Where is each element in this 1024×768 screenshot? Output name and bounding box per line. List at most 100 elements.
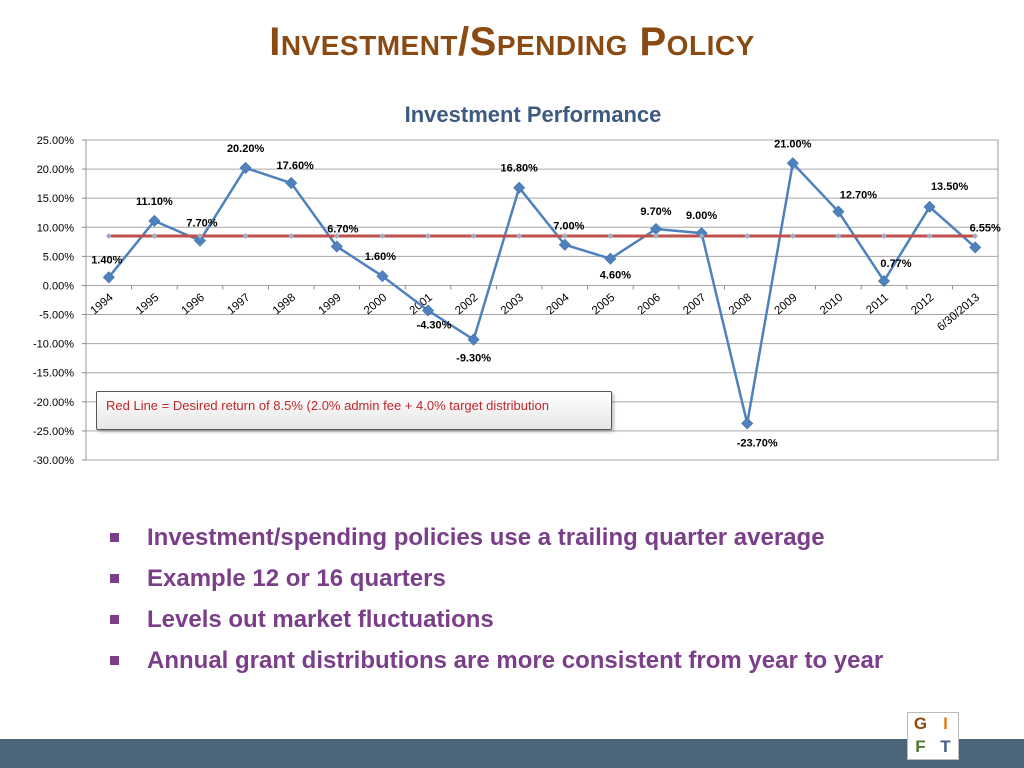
x-tick-label: 1998 <box>271 292 298 318</box>
desired-return-point <box>470 233 477 239</box>
data-point <box>285 177 298 190</box>
data-label: 16.80% <box>501 163 539 175</box>
y-axis-ticks: 25.00% 20.00% 15.00% 10.00% 5.00% 0.00% -5.00%… <box>33 135 74 467</box>
y-tick-label: -30.00% <box>33 455 74 467</box>
bullet-marker-icon <box>110 615 119 624</box>
data-point <box>877 274 891 287</box>
data-label: -9.30% <box>456 353 491 365</box>
data-point <box>969 241 982 254</box>
bullet-list: Investment/spending policies use a trail… <box>106 517 883 681</box>
y-tick-label: 0.00% <box>43 280 74 292</box>
data-point <box>741 417 754 430</box>
data-point <box>421 304 435 317</box>
x-tick-label: 1994 <box>88 291 116 317</box>
desired-return-point <box>881 233 887 239</box>
y-tick-label: 10.00% <box>37 222 75 234</box>
x-tick-label: 2003 <box>499 292 526 318</box>
data-label: 11.10% <box>136 196 173 208</box>
bullet-marker-icon <box>110 656 119 665</box>
x-tick-label: 2011 <box>864 292 891 317</box>
data-label: 6.55% <box>970 222 1001 234</box>
data-point <box>330 240 343 253</box>
slide-title: Investment/Spending Policy <box>269 20 755 64</box>
x-axis-ticks: 1994 1995 1996 1997 1998 1999 2000 2001 2002 2003… <box>88 291 982 333</box>
data-label: 1.40% <box>91 254 122 266</box>
data-labels: 1.40% 11.10% 7.70% 20.20% 17.60% 6.70% 1.60% -4… <box>91 138 1001 449</box>
y-tick-label: -5.00% <box>39 310 74 322</box>
y-tick-label: 20.00% <box>37 164 75 176</box>
data-point <box>148 214 161 227</box>
x-tick-label: 2000 <box>362 292 389 318</box>
chart-series <box>107 162 977 425</box>
data-label: 20.20% <box>227 143 265 155</box>
x-tick-label: 2008 <box>727 292 754 318</box>
y-tick-label: -10.00% <box>33 339 74 351</box>
chart-annotation-box: Red Line = Desired return of 8.5% (2.0% … <box>96 391 612 430</box>
footer-bar <box>0 739 1024 768</box>
data-point <box>193 234 207 247</box>
y-tick-label: 25.00% <box>37 135 75 147</box>
data-label: -4.30% <box>417 319 452 331</box>
data-label: 6.70% <box>327 223 358 235</box>
data-label: 0.77% <box>880 258 911 270</box>
y-tick-label: 15.00% <box>37 193 75 205</box>
chart-title: Investment Performance <box>405 102 662 127</box>
desired-return-point <box>151 233 158 239</box>
x-tick-label: 2005 <box>590 292 617 318</box>
desired-return-point <box>333 233 340 239</box>
x-tick-label: 1996 <box>180 292 207 318</box>
bullet-item: Annual grant distributions are more cons… <box>106 640 883 681</box>
data-label: 4.60% <box>600 270 631 282</box>
x-tick-label: 2010 <box>818 292 845 318</box>
desired-return-point <box>744 233 751 239</box>
bullet-marker-icon <box>110 574 119 583</box>
data-point <box>558 238 571 251</box>
desired-return-point <box>653 233 659 239</box>
bullet-item: Example 12 or 16 quarters <box>106 558 883 599</box>
data-label: 12.70% <box>840 190 878 202</box>
desired-return-point <box>516 233 523 239</box>
data-label: -23.70% <box>737 437 778 449</box>
x-tick-label: 2006 <box>636 292 663 318</box>
data-point <box>923 200 936 213</box>
desired-return-point <box>288 233 295 239</box>
chart-points <box>102 157 982 430</box>
data-point <box>832 205 845 218</box>
data-point <box>376 270 389 283</box>
x-tick-label: 1999 <box>316 292 343 318</box>
desired-return-point <box>926 233 933 239</box>
gift-logo-icon: G I F T <box>907 712 959 760</box>
y-tick-label: 5.00% <box>43 251 74 263</box>
data-label: 7.70% <box>186 218 217 230</box>
data-label: 1.60% <box>365 251 396 263</box>
desired-return-point <box>789 233 796 239</box>
x-tick-label: 1997 <box>225 292 252 318</box>
desired-return-point <box>972 233 979 239</box>
bullet-marker-icon <box>110 533 119 542</box>
y-tick-label: -20.00% <box>33 397 74 409</box>
bullet-item: Levels out market fluctuations <box>106 599 883 640</box>
x-tick-label: 2012 <box>909 292 936 318</box>
data-label: 9.70% <box>640 206 671 218</box>
desired-return-point <box>698 233 705 239</box>
x-tick-label: 2002 <box>453 292 480 318</box>
x-tick-label: 2009 <box>772 292 799 318</box>
data-point <box>786 157 799 170</box>
desired-return-point <box>561 233 568 239</box>
bullet-item: Investment/spending policies use a trail… <box>106 517 883 558</box>
data-label: 21.00% <box>774 138 812 150</box>
x-tick-label: 1995 <box>134 292 161 318</box>
data-point <box>649 223 663 236</box>
series-line-performance <box>107 162 977 425</box>
desired-return-point <box>105 233 112 239</box>
desired-return-point <box>197 233 203 239</box>
x-tick-label: 2007 <box>681 292 708 318</box>
data-label: 13.50% <box>931 181 969 193</box>
data-point <box>695 227 708 240</box>
data-label: 9.00% <box>686 210 717 222</box>
data-label: 17.60% <box>277 160 315 172</box>
data-point <box>102 271 115 284</box>
data-point <box>239 161 252 174</box>
data-point <box>467 333 480 346</box>
x-tick-label: 2004 <box>544 291 572 317</box>
